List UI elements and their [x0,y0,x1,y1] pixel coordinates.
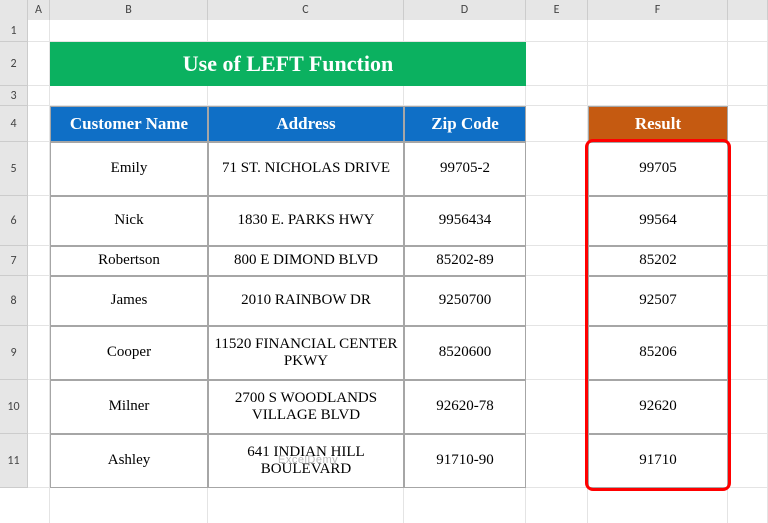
col-header-g[interactable] [728,0,768,20]
col-header-d[interactable]: D [404,0,526,20]
data-cell[interactable]: Milner [50,380,208,434]
col-header-e[interactable]: E [526,0,588,20]
data-cell[interactable]: 92620-78 [404,380,526,434]
data-cell[interactable]: Robertson [50,246,208,276]
row-header-10[interactable]: 10 [0,380,28,434]
col-header-f[interactable]: F [588,0,728,20]
row-header-4[interactable]: 4 [0,106,28,142]
result-cell[interactable]: 85202 [588,246,728,276]
data-cell[interactable]: Emily [50,142,208,196]
data-cell[interactable]: 9956434 [404,196,526,246]
data-cell[interactable]: 2700 S WOODLANDS VILLAGE BLVD [208,380,404,434]
data-cell[interactable]: 11520 FINANCIAL CENTER PKWY [208,326,404,380]
row-header-1[interactable]: 1 [0,20,28,42]
result-cell[interactable]: 99564 [588,196,728,246]
data-cell[interactable]: Nick [50,196,208,246]
row-header-3[interactable]: 3 [0,86,28,106]
select-all-corner[interactable] [0,0,28,20]
data-cell[interactable]: 641 INDIAN HILL BOULEVARD [208,434,404,488]
table-header: Zip Code [404,106,526,142]
row-header-8[interactable]: 8 [0,276,28,326]
result-cell[interactable]: 92620 [588,380,728,434]
data-cell[interactable]: 1830 E. PARKS HWY [208,196,404,246]
data-cell[interactable]: 99705-2 [404,142,526,196]
row-headers: 1 2 3 4 5 6 7 8 9 10 11 [0,20,28,523]
data-cell[interactable]: James [50,276,208,326]
table-header: Customer Name [50,106,208,142]
data-cell[interactable]: 2010 RAINBOW DR [208,276,404,326]
grid-area[interactable]: Use of LEFT Function Customer NameAddress… [28,20,768,523]
row-header-5[interactable]: 5 [0,142,28,196]
result-header: Result [588,106,728,142]
table-header: Address [208,106,404,142]
result-cell[interactable]: 92507 [588,276,728,326]
row-header-9[interactable]: 9 [0,326,28,380]
column-headers: A B C D E F [0,0,768,20]
data-cell[interactable]: Ashley [50,434,208,488]
data-cell[interactable]: 85202-89 [404,246,526,276]
title-bar: Use of LEFT Function [50,42,526,86]
data-cell[interactable]: 800 E DIMOND BLVD [208,246,404,276]
data-cell[interactable]: 71 ST. NICHOLAS DRIVE [208,142,404,196]
data-cell[interactable]: 9250700 [404,276,526,326]
row-header-7[interactable]: 7 [0,246,28,276]
data-cell[interactable]: Cooper [50,326,208,380]
col-header-c[interactable]: C [208,0,404,20]
result-cell[interactable]: 99705 [588,142,728,196]
data-cell[interactable]: 8520600 [404,326,526,380]
result-cell[interactable]: 85206 [588,326,728,380]
row-header-11[interactable]: 11 [0,434,28,488]
row-header-2[interactable]: 2 [0,42,28,86]
data-cell[interactable]: 91710-90 [404,434,526,488]
spreadsheet: A B C D E F 1 2 3 4 5 6 7 8 9 10 11 Use … [0,0,768,523]
col-header-b[interactable]: B [50,0,208,20]
row-header-6[interactable]: 6 [0,196,28,246]
result-cell[interactable]: 91710 [588,434,728,488]
col-header-a[interactable]: A [28,0,50,20]
